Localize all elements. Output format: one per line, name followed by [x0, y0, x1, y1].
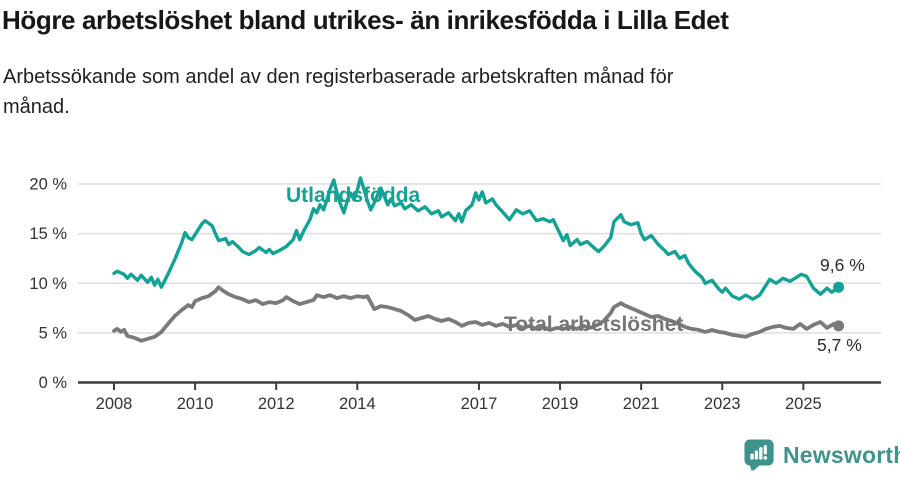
x-tick-label: 2010	[177, 395, 214, 413]
x-tick-label: 2012	[258, 395, 295, 413]
x-tick-label: 2017	[461, 395, 498, 413]
newsworthy-wordmark: Newsworthy	[783, 441, 900, 468]
x-tick-label: 2008	[96, 395, 133, 413]
y-tick-label: 10 %	[29, 275, 67, 293]
subtitle-line-1: Arbetssökande som andel av den registerb…	[3, 66, 674, 88]
series-label-total-arbetsloshet: Total arbetslöshet	[504, 313, 684, 336]
page-title: Högre arbetslöshet bland utrikes- än inr…	[2, 5, 729, 35]
newsworthy-icon	[744, 439, 774, 472]
end-value-label-utlandsfodda: 9,6 %	[820, 255, 865, 275]
page-subtitle: Arbetssökande som andel av den registerb…	[3, 62, 673, 122]
x-tick-label: 2023	[704, 395, 741, 413]
y-tick-label: 0 %	[39, 374, 68, 392]
newsworthy-logo: Newsworthy	[744, 438, 900, 472]
y-tick-label: 5 %	[39, 324, 68, 342]
x-tick-label: 2019	[542, 395, 579, 413]
y-tick-label: 15 %	[29, 225, 67, 243]
subtitle-line-2: månad.	[3, 96, 70, 118]
series-line-utlandsfodda	[112, 176, 841, 301]
series-label-utlandsfodda: Utlandsfödda	[286, 184, 421, 207]
x-tick-label: 2014	[339, 395, 376, 413]
x-tick-label: 2021	[623, 395, 660, 413]
y-tick-label: 20 %	[29, 176, 67, 194]
series-line-total	[112, 285, 841, 343]
end-value-label-total: 5,7 %	[817, 335, 862, 355]
series-end-dot-total	[833, 320, 845, 332]
x-tick-label: 2025	[785, 395, 822, 413]
series-end-dot-utlandsfodda	[833, 281, 845, 293]
